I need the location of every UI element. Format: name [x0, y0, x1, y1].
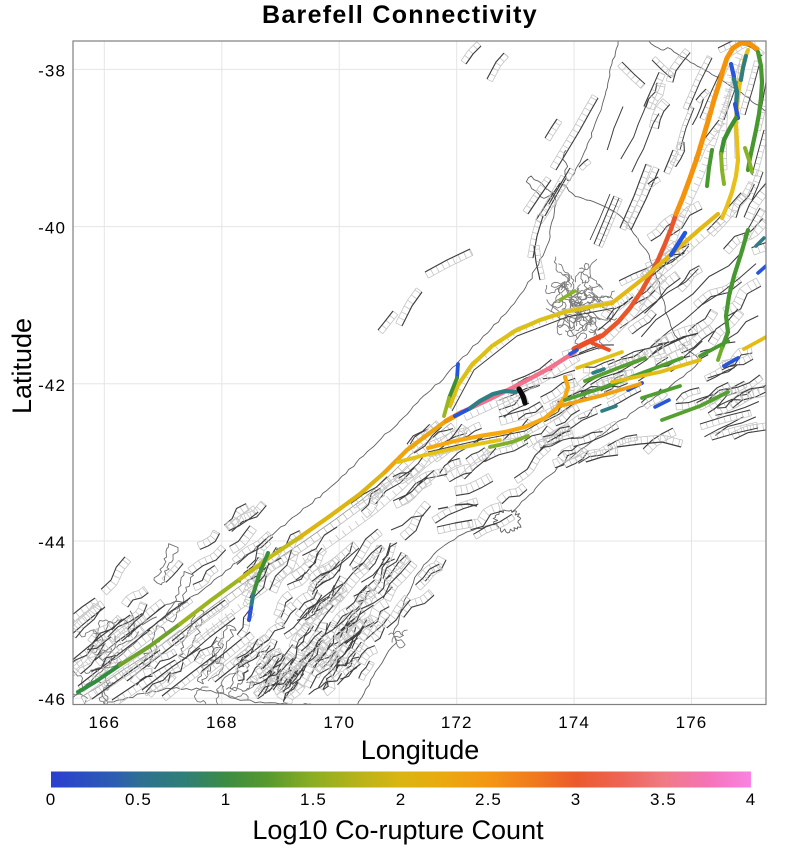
svg-text:4: 4: [746, 790, 757, 809]
svg-text:3.5: 3.5: [650, 790, 677, 809]
svg-text:-42: -42: [38, 376, 66, 395]
svg-text:Barefell Connectivity: Barefell Connectivity: [262, 1, 538, 29]
svg-text:-38: -38: [38, 61, 66, 80]
svg-text:172: 172: [441, 713, 473, 732]
svg-text:0: 0: [46, 790, 57, 809]
svg-text:170: 170: [323, 713, 355, 732]
svg-text:Latitude: Latitude: [7, 318, 37, 414]
svg-text:Log10 Co-rupture Count: Log10 Co-rupture Count: [252, 815, 544, 845]
svg-text:-40: -40: [38, 219, 66, 238]
svg-text:2: 2: [396, 790, 407, 809]
svg-text:1: 1: [221, 790, 232, 809]
svg-text:1.5: 1.5: [300, 790, 327, 809]
svg-text:166: 166: [88, 713, 120, 732]
svg-text:3: 3: [571, 790, 582, 809]
svg-text:174: 174: [558, 713, 590, 732]
svg-text:168: 168: [206, 713, 238, 732]
svg-text:0.5: 0.5: [125, 790, 152, 809]
svg-text:-44: -44: [38, 533, 66, 552]
svg-text:Longitude: Longitude: [361, 735, 480, 765]
svg-text:176: 176: [676, 713, 708, 732]
svg-text:-46: -46: [38, 690, 66, 709]
svg-text:2.5: 2.5: [475, 790, 502, 809]
